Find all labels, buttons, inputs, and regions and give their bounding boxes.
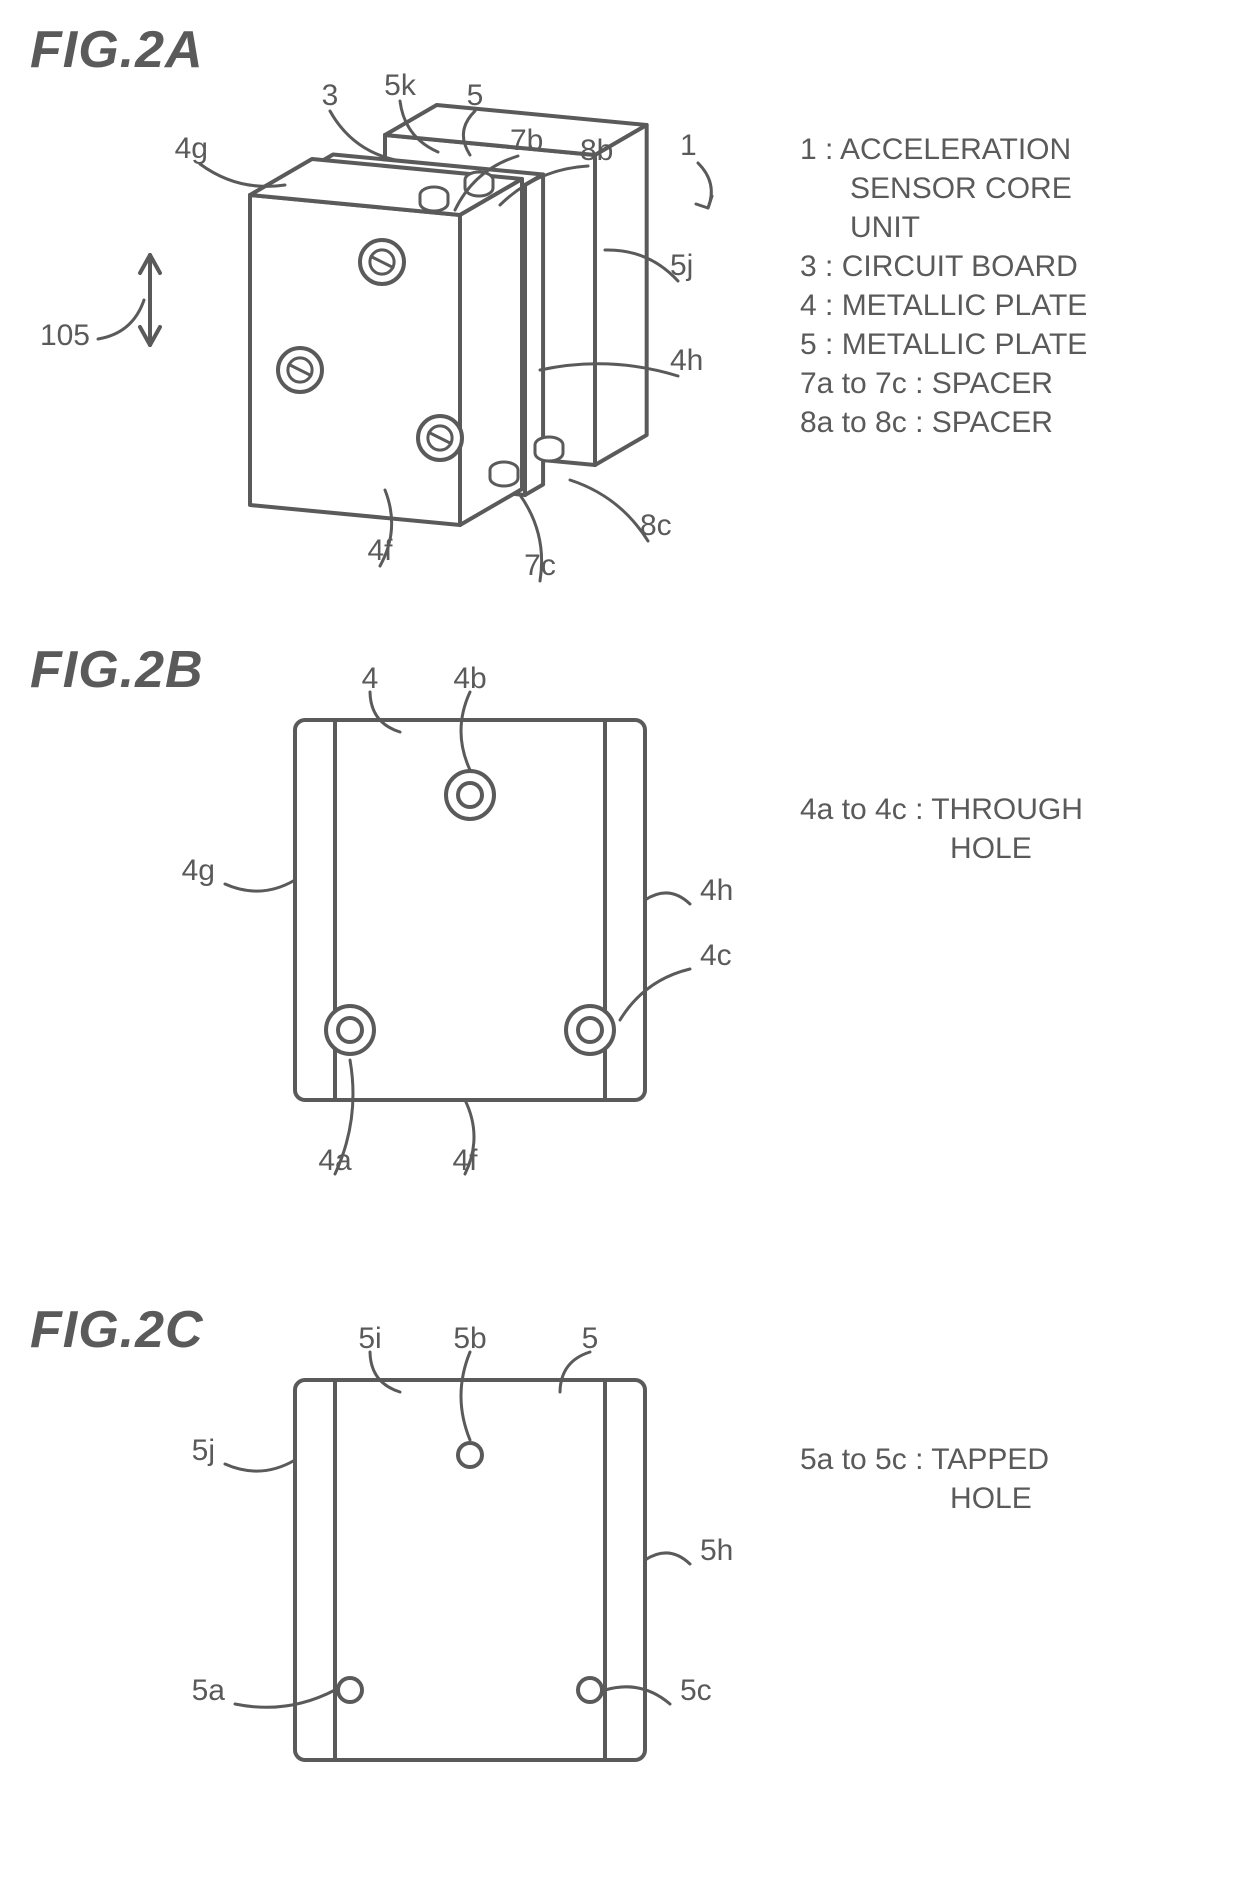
- svg-text:105: 105: [40, 319, 90, 352]
- svg-text:4f: 4f: [367, 534, 393, 567]
- fig2b-title: FIG.2B: [30, 640, 204, 700]
- legend-fig2c: 5a to 5c : TAPPED HOLE: [800, 1440, 1049, 1518]
- svg-text:5c: 5c: [680, 1674, 712, 1707]
- svg-text:5a: 5a: [192, 1674, 226, 1707]
- svg-text:5h: 5h: [700, 1534, 733, 1567]
- svg-text:5i: 5i: [358, 1322, 381, 1355]
- legend-row: 5a to 5c : TAPPED: [800, 1440, 1049, 1479]
- svg-text:4c: 4c: [700, 939, 732, 972]
- fig2a-title: FIG.2A: [30, 20, 204, 80]
- legend-row: 4 : METALLIC PLATE: [800, 286, 1087, 325]
- svg-text:4b: 4b: [453, 662, 486, 695]
- legend-row: 8a to 8c : SPACER: [800, 403, 1087, 442]
- svg-text:7c: 7c: [524, 549, 556, 582]
- legend-fig2b: 4a to 4c : THROUGH HOLE: [800, 790, 1083, 868]
- svg-text:5: 5: [582, 1322, 599, 1355]
- legend-row: UNIT: [800, 208, 1087, 247]
- legend-fig2a: 1 : ACCELERATION SENSOR CORE UNIT 3 : CI…: [800, 130, 1087, 442]
- svg-text:4h: 4h: [700, 874, 733, 907]
- svg-text:3: 3: [322, 79, 339, 112]
- svg-text:4g: 4g: [182, 854, 215, 887]
- svg-text:4h: 4h: [670, 344, 703, 377]
- svg-text:7b: 7b: [510, 124, 543, 157]
- svg-text:4g: 4g: [175, 132, 208, 165]
- svg-text:5: 5: [467, 79, 484, 112]
- svg-text:8c: 8c: [640, 509, 672, 542]
- svg-text:4: 4: [362, 662, 379, 695]
- legend-row: 7a to 7c : SPACER: [800, 364, 1087, 403]
- legend-row: 1 : ACCELERATION: [800, 130, 1087, 169]
- legend-row: 5 : METALLIC PLATE: [800, 325, 1087, 364]
- legend-row: HOLE: [800, 1479, 1049, 1518]
- svg-text:5b: 5b: [453, 1322, 486, 1355]
- svg-text:5j: 5j: [192, 1434, 215, 1467]
- svg-text:1: 1: [680, 129, 697, 162]
- page: FIG.2A FIG.2B FIG.2C 1 : ACCELERATION SE…: [0, 0, 1240, 1897]
- legend-row: 4a to 4c : THROUGH: [800, 790, 1083, 829]
- legend-row: SENSOR CORE: [800, 169, 1087, 208]
- svg-text:8b: 8b: [580, 134, 613, 167]
- svg-text:5k: 5k: [384, 69, 417, 102]
- legend-row: 3 : CIRCUIT BOARD: [800, 247, 1087, 286]
- fig2c-title: FIG.2C: [30, 1300, 204, 1360]
- svg-text:5j: 5j: [670, 249, 693, 282]
- legend-row: HOLE: [800, 829, 1083, 868]
